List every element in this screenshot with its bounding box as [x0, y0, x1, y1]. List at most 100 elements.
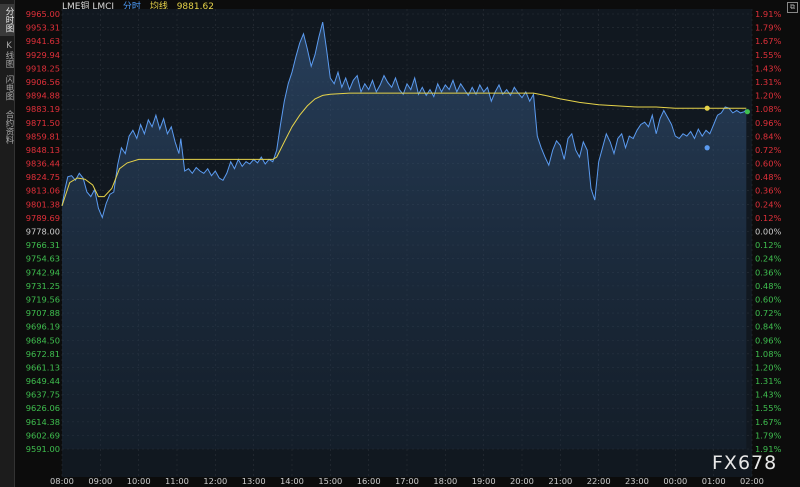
time-tick-label: 00:00: [663, 476, 687, 486]
instrument-title: LME铜 LMCI: [62, 2, 115, 12]
restore-window-icon[interactable]: ⧉: [787, 2, 798, 13]
time-tick-label: 08:00: [50, 476, 74, 486]
percent-tick-label: 1.79%: [755, 430, 781, 440]
chart-mode-label: 分时: [122, 2, 141, 12]
percent-tick-label: 0.72%: [755, 145, 781, 155]
percent-tick-label: 1.91%: [755, 444, 781, 454]
percent-tick-label: 0.12%: [755, 240, 781, 250]
percent-tick-label: 1.43%: [755, 390, 781, 400]
percent-tick-label: 0.24%: [755, 254, 781, 264]
series-marker-dot: [744, 109, 751, 115]
price-tick-label: 9789.69: [26, 213, 60, 223]
percent-tick-label: 1.67%: [755, 36, 781, 46]
percent-tick-label: 0.60%: [755, 159, 781, 169]
percent-tick-label: 0.84%: [755, 131, 781, 141]
percent-tick-label: 1.55%: [755, 403, 781, 413]
time-tick-label: 19:00: [472, 476, 496, 486]
percent-tick-label: 0.24%: [755, 199, 781, 209]
time-tick-label: 13:00: [242, 476, 266, 486]
price-tick-label: 9813.06: [26, 186, 60, 196]
average-line-value: 9881.62: [176, 2, 214, 12]
price-tick-label: 9626.06: [26, 403, 60, 413]
time-tick-label: 23:00: [625, 476, 649, 486]
price-tick-label: 9766.31: [26, 240, 60, 250]
price-tick-label: 9684.50: [26, 335, 60, 345]
price-tick-label: 9941.63: [26, 36, 60, 46]
sidebar: 分时图 K线图 闪电图 合约资料: [0, 0, 15, 487]
price-tick-label: 9824.75: [26, 172, 60, 182]
price-tick-label: 9894.88: [26, 91, 60, 101]
time-tick-label: 22:00: [587, 476, 611, 486]
percent-tick-label: 1.08%: [755, 349, 781, 359]
time-tick-label: 14:00: [280, 476, 304, 486]
percent-tick-label: 1.31%: [755, 376, 781, 386]
time-axis: 08:00 09:00 10:00 11:00 12:00 13:00 14:00 15:00…: [50, 476, 764, 486]
percent-tick-label: 1.31%: [755, 77, 781, 87]
price-tick-label: 9953.31: [26, 23, 60, 33]
percent-tick-label: 0.96%: [755, 335, 781, 345]
price-tick-label: 9883.19: [26, 104, 60, 114]
time-tick-label: 21:00: [548, 476, 572, 486]
percent-tick-label: 0.36%: [755, 186, 781, 196]
percent-tick-label: 0.96%: [755, 118, 781, 128]
series-marker-dot: [704, 145, 710, 151]
price-tick-label: 9696.19: [26, 322, 60, 332]
price-tick-label: 9778.00: [26, 227, 60, 237]
average-series-line: [61, 92, 747, 207]
price-tick-label: 9591.00: [26, 444, 60, 454]
price-tick-label: 9731.25: [26, 281, 60, 291]
price-tick-label: 9637.75: [26, 390, 60, 400]
percent-tick-label: 1.20%: [755, 362, 781, 372]
price-axis: 9965.00 9953.31 9941.63 9929.94 9918.25 9906.…: [26, 9, 60, 454]
price-tick-label: 9965.00: [26, 9, 60, 19]
series-marker-dot: [704, 105, 710, 111]
percent-tick-label: 1.67%: [755, 417, 781, 427]
time-tick-label: 11:00: [165, 476, 189, 486]
time-tick-label: 20:00: [510, 476, 534, 486]
time-tick-label: 01:00: [702, 476, 726, 486]
time-tick-label: 18:00: [433, 476, 457, 486]
percent-tick-label: 1.55%: [755, 50, 781, 60]
price-tick-label: 9859.81: [26, 131, 60, 141]
time-tick-label: 09:00: [88, 476, 112, 486]
price-tick-label: 9707.88: [26, 308, 60, 318]
percent-tick-label: 1.91%: [755, 9, 781, 19]
tab-kline[interactable]: K线图: [4, 40, 14, 68]
price-tick-label: 9929.94: [26, 50, 60, 60]
percent-tick-label: 0.48%: [755, 281, 781, 291]
price-tick-label: 9649.44: [26, 376, 60, 386]
fx678-watermark: FX678: [712, 452, 778, 474]
average-line-label: 均线: [149, 2, 168, 12]
price-tick-label: 9672.81: [26, 349, 60, 359]
percent-tick-label: 1.79%: [755, 23, 781, 33]
tab-contract-info[interactable]: 合约资料: [4, 110, 14, 144]
price-tick-label: 9801.38: [26, 199, 60, 209]
time-tick-label: 02:00: [740, 476, 764, 486]
time-tick-label: 15:00: [318, 476, 342, 486]
time-tick-label: 10:00: [127, 476, 151, 486]
time-tick-label: 12:00: [203, 476, 227, 486]
time-tick-label: 17:00: [395, 476, 419, 486]
price-tick-label: 9742.94: [26, 267, 60, 277]
percent-tick-label: 0.36%: [755, 267, 781, 277]
tab-timeshare[interactable]: 分时图: [0, 4, 14, 36]
price-tick-label: 9719.56: [26, 294, 60, 304]
price-tick-label: 9836.44: [26, 159, 60, 169]
price-tick-label: 9614.38: [26, 417, 60, 427]
price-tick-label: 9906.56: [26, 77, 60, 87]
percent-tick-label: 0.12%: [755, 213, 781, 223]
percent-tick-label: 1.43%: [755, 63, 781, 73]
percent-tick-label: 0.84%: [755, 322, 781, 332]
percent-tick-label: 0.72%: [755, 308, 781, 318]
percent-tick-label: 0.48%: [755, 172, 781, 182]
price-area-fill: [62, 22, 747, 449]
tab-flash-chart[interactable]: 闪电图: [4, 75, 14, 101]
percent-tick-label: 1.08%: [755, 104, 781, 114]
percent-tick-label: 0.60%: [755, 294, 781, 304]
price-tick-label: 9871.50: [26, 118, 60, 128]
time-tick-label: 16:00: [357, 476, 381, 486]
chart-header: LME铜 LMCI 分时 均线 9881.62: [62, 2, 220, 13]
price-tick-label: 9754.63: [26, 254, 60, 264]
price-tick-label: 9848.13: [26, 145, 60, 155]
